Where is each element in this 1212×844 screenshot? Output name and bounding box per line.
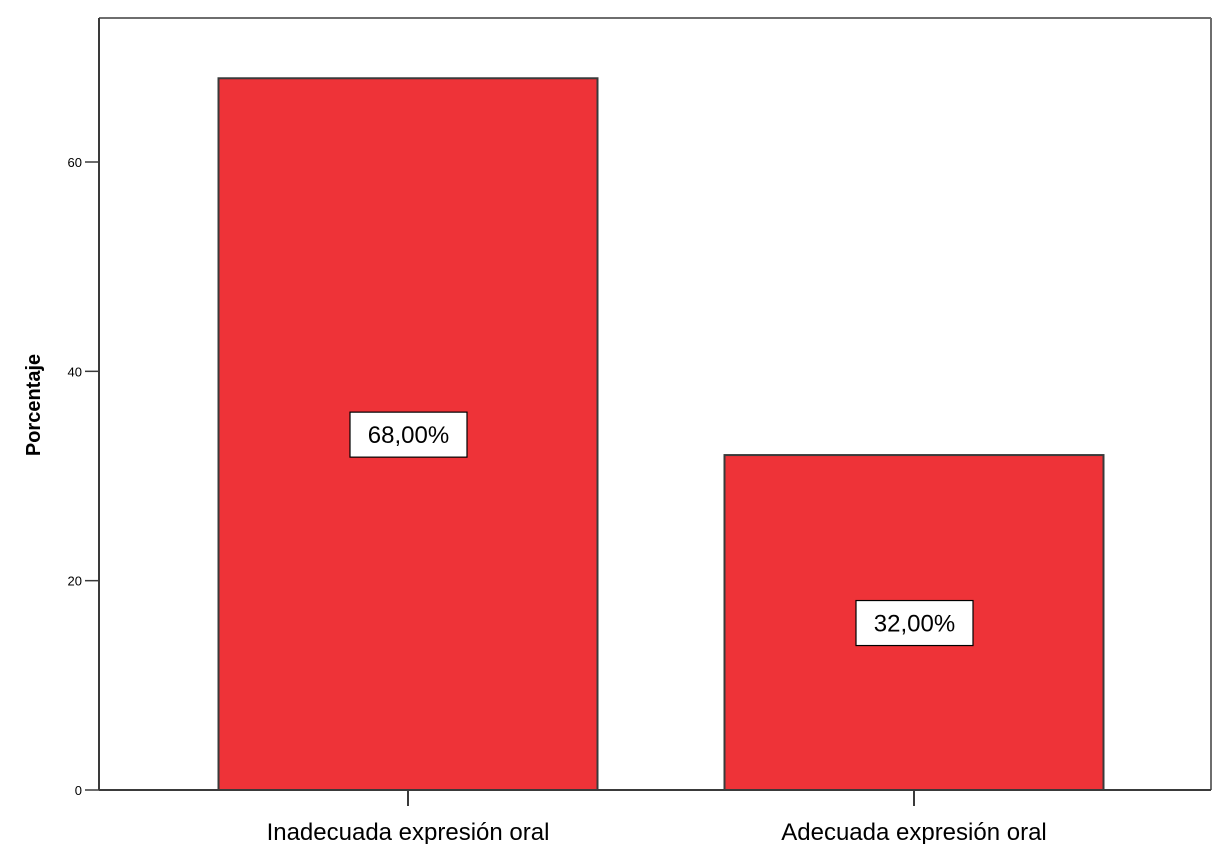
y-tick-label-20: 20	[68, 574, 82, 589]
y-tick-label-60: 60	[68, 155, 82, 170]
data-label-2: 32,00%	[874, 611, 955, 638]
x-tick-label-1: Inadecuada expresión oral	[267, 819, 550, 844]
y-tick-label-40: 40	[68, 364, 82, 379]
y-tick-label-0: 0	[75, 783, 82, 798]
y-axis-title: Porcentaje	[23, 354, 45, 456]
x-tick-label-2: Adecuada expresión oral	[781, 819, 1047, 844]
data-label-1: 68,00%	[368, 422, 449, 449]
data-label-box-2	[855, 599, 974, 647]
data-label-box-1	[349, 411, 468, 458]
